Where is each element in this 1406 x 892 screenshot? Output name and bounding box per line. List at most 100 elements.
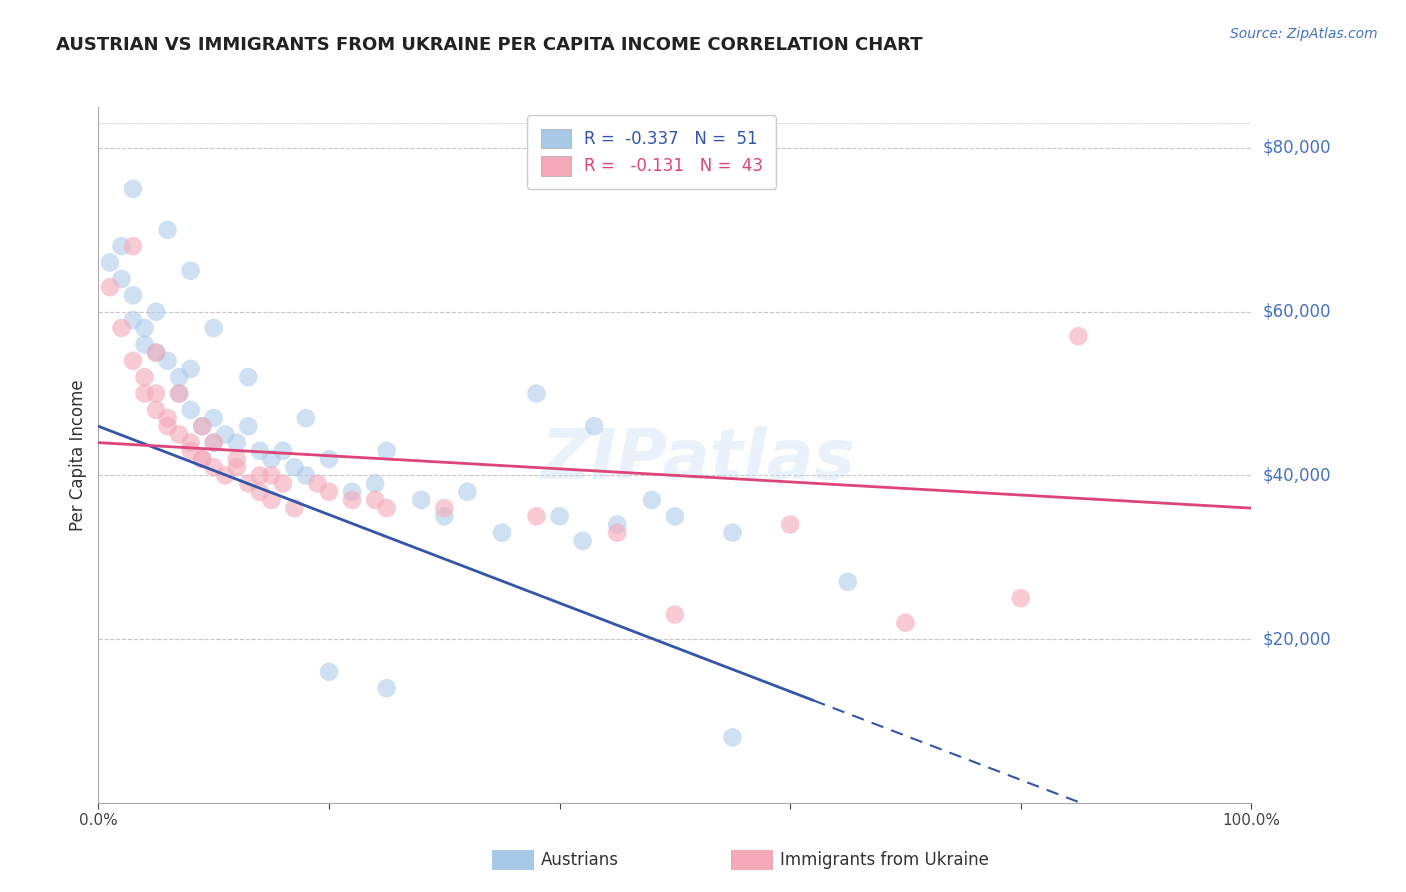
Point: [249, 443, 271, 458]
Point: [202, 411, 225, 425]
Text: Source: ZipAtlas.com: Source: ZipAtlas.com: [1230, 27, 1378, 41]
Point: [180, 362, 202, 376]
Point: [214, 427, 236, 442]
Point: [1010, 591, 1032, 606]
Point: [191, 452, 214, 467]
Point: [134, 386, 156, 401]
Point: [307, 476, 329, 491]
Point: [721, 731, 744, 745]
Point: [779, 517, 801, 532]
Point: [1067, 329, 1090, 343]
Legend: R =  -0.337   N =  51, R =   -0.131   N =  43: R = -0.337 N = 51, R = -0.131 N = 43: [527, 115, 776, 189]
Point: [202, 321, 225, 335]
Point: [364, 492, 387, 507]
Point: [526, 509, 548, 524]
Point: [375, 443, 398, 458]
Point: [134, 370, 156, 384]
Point: [145, 345, 167, 359]
Point: [145, 345, 167, 359]
Point: [456, 484, 478, 499]
Point: [191, 419, 214, 434]
Point: [318, 665, 340, 679]
Text: Austrians: Austrians: [541, 851, 619, 869]
Text: Immigrants from Ukraine: Immigrants from Ukraine: [780, 851, 990, 869]
Point: [271, 476, 294, 491]
Point: [180, 435, 202, 450]
Text: ZIPatlas: ZIPatlas: [540, 425, 855, 492]
Point: [167, 427, 190, 442]
Point: [110, 239, 132, 253]
Point: [283, 501, 305, 516]
Point: [571, 533, 593, 548]
Point: [548, 509, 571, 524]
Point: [271, 443, 294, 458]
Point: [202, 435, 225, 450]
Point: [134, 337, 156, 351]
Point: [225, 435, 247, 450]
Point: [145, 304, 167, 318]
Point: [225, 452, 247, 467]
Point: [145, 386, 167, 401]
Text: $80,000: $80,000: [1263, 139, 1331, 157]
Point: [134, 321, 156, 335]
Point: [238, 370, 260, 384]
Point: [664, 509, 686, 524]
Point: [340, 484, 363, 499]
Point: [411, 492, 433, 507]
Point: [180, 403, 202, 417]
Point: [122, 239, 145, 253]
Point: [260, 452, 283, 467]
Point: [110, 321, 132, 335]
Point: [249, 484, 271, 499]
Point: [606, 525, 628, 540]
Y-axis label: Per Capita Income: Per Capita Income: [69, 379, 87, 531]
Point: [340, 492, 363, 507]
Point: [156, 223, 179, 237]
Point: [375, 501, 398, 516]
Point: [433, 509, 456, 524]
Point: [664, 607, 686, 622]
Point: [260, 468, 283, 483]
Point: [721, 525, 744, 540]
Point: [433, 501, 456, 516]
Point: [526, 386, 548, 401]
Point: [98, 255, 121, 269]
Point: [606, 517, 628, 532]
Point: [260, 492, 283, 507]
Point: [375, 681, 398, 696]
Point: [283, 460, 305, 475]
Point: [167, 370, 190, 384]
Point: [145, 403, 167, 417]
Text: $40,000: $40,000: [1263, 467, 1331, 484]
Point: [837, 574, 859, 589]
Point: [225, 460, 247, 475]
Text: AUSTRIAN VS IMMIGRANTS FROM UKRAINE PER CAPITA INCOME CORRELATION CHART: AUSTRIAN VS IMMIGRANTS FROM UKRAINE PER …: [56, 36, 922, 54]
Point: [98, 280, 121, 294]
Point: [238, 419, 260, 434]
Point: [894, 615, 917, 630]
Point: [122, 288, 145, 302]
Point: [202, 435, 225, 450]
Point: [583, 419, 606, 434]
Point: [238, 476, 260, 491]
Point: [191, 419, 214, 434]
Point: [167, 386, 190, 401]
Point: [122, 313, 145, 327]
Point: [364, 476, 387, 491]
Point: [156, 411, 179, 425]
Point: [641, 492, 664, 507]
Point: [122, 353, 145, 368]
Text: $60,000: $60,000: [1263, 302, 1331, 321]
Point: [191, 452, 214, 467]
Point: [202, 460, 225, 475]
Point: [156, 419, 179, 434]
Text: $20,000: $20,000: [1263, 630, 1331, 648]
Point: [295, 468, 318, 483]
Point: [295, 411, 318, 425]
Point: [110, 272, 132, 286]
Point: [122, 182, 145, 196]
Point: [214, 468, 236, 483]
Point: [180, 443, 202, 458]
Point: [167, 386, 190, 401]
Point: [249, 468, 271, 483]
